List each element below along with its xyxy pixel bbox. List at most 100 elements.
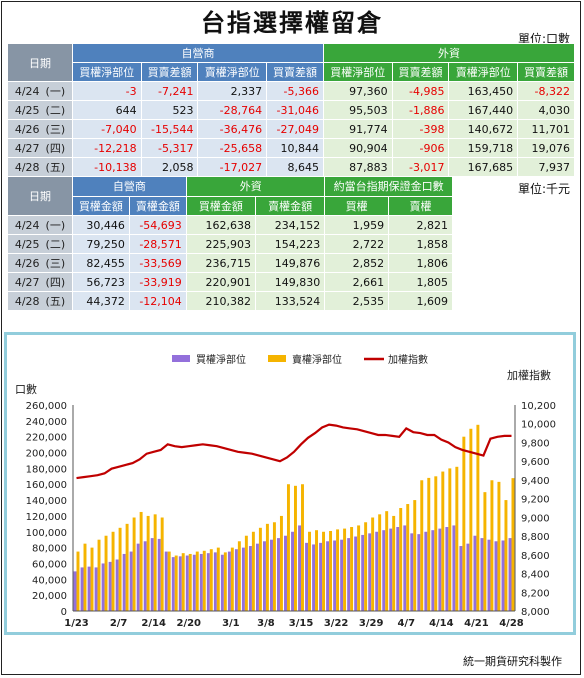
table-cell: -10,138 [72,157,142,177]
x-tick-label: 2/14 [141,618,166,629]
table-cell: 44,372 [72,291,130,311]
table-row: 4/28 (五) 44,372 -12,104 210,382 133,524 2,535 1… [7,291,453,311]
table-cell: -5,317 [140,138,199,158]
call-position-bar [213,552,217,611]
put-position-bar [392,515,396,611]
put-position-bar [476,424,480,611]
left-tick-label: 220,000 [26,433,67,444]
call-position-bar [101,563,105,611]
table-cell: 91,774 [322,119,393,139]
put-position-bar [244,535,248,611]
table-cell: 11,701 [517,119,575,139]
left-axis-title: 口數 [15,383,37,396]
table-cell: 523 [140,100,199,120]
weekday-text: (五) [45,295,66,308]
column-header: 買權金額 [185,195,257,216]
weekday-text: (四) [45,142,66,155]
call-position-bar [501,540,505,611]
table-cell: 167,685 [448,157,519,177]
put-position-bar [83,543,87,611]
call-position-bar [143,541,147,611]
put-position-bar [209,549,213,611]
weekday-text: (一) [45,85,66,98]
foreign-label: 外資 [239,180,262,194]
table-row: 4/26 (三) -7,040 -15,544 -36,476 -27,049 91,774… [7,119,575,139]
put-position-bar [181,553,185,611]
right-tick-label: 10,000 [521,420,556,431]
call-position-bar [199,553,203,611]
put-position-bar [111,531,115,611]
unit-label-contracts: 單位:口數 [518,32,571,46]
put-position-bar [308,531,311,611]
positions-chart: 買權淨部位 賣權淨部位 加權指數口數加權指數020,00040,00060,0008… [15,353,556,629]
call-position-bar [241,547,245,611]
call-position-bar [87,566,91,611]
put-position-bar [329,530,333,611]
call-position-bar [403,525,407,611]
put-position-bar [160,517,164,611]
date-text: 4/26 [14,123,40,136]
table-cell: -28,764 [197,100,268,120]
table-cell: 79,250 [72,234,130,254]
column-header: 買權金額 [72,195,130,216]
column-header: 買權淨部位 [72,62,142,82]
call-position-bar [262,541,266,611]
left-tick-label: 240,000 [26,417,67,428]
date-text: 4/28 [14,295,40,308]
table-cell: 154,223 [255,234,326,254]
table-row: 4/28 (五) -10,138 2,058 -17,027 8,645 87,883 -3,… [7,157,575,177]
call-position-bar [473,535,477,611]
put-position-bar [469,428,473,611]
put-position-bar [294,485,297,611]
table-row: 4/24 (一) 30,446 -54,693 162,638 234,152 1,959 2… [7,215,453,235]
call-position-bar [410,533,414,611]
call-position-bar [220,554,224,611]
call-position-bar [284,535,287,611]
call-position-bar [424,531,428,611]
table-row: 4/27 (四) 56,723 -33,919 220,901 149,830 2,661 1… [7,272,453,292]
table-cell: 149,876 [255,253,326,273]
table-cell: 2,821 [388,215,453,235]
table-cell: -28,571 [128,234,187,254]
footer-credit: 統一期貨研究科製作 [463,655,562,668]
row-date: 4/27 (四) [7,272,73,292]
put-position-bar [378,514,382,611]
table-cell: -7,040 [72,119,142,139]
call-position-bar [417,534,421,611]
put-position-bar [188,553,192,611]
date-text: 4/24 [14,85,40,98]
table-cell: 133,524 [255,291,326,311]
table-cell: 56,723 [72,272,130,292]
date-header: 日期 [7,43,73,82]
table-cell: 210,382 [185,291,257,311]
table-cell: 2,535 [324,291,390,311]
put-position-bar [455,466,459,611]
table-cell: 162,638 [185,215,257,235]
put-position-bar [195,551,199,611]
left-tick-label: 140,000 [26,496,67,507]
call-position-bar [227,551,231,611]
call-position-bar [312,544,316,611]
index-line [76,423,512,480]
call-position-bar [340,539,344,611]
table-cell: 8,645 [266,157,324,177]
amount-table: 日期 自營商 外資 約當台指期保證金口數 買權金額 賣權金額 買權金額 賣權金額 買權賣… [7,176,453,311]
x-tick-label: 4/21 [464,618,489,629]
dealer-group-header: 自營商 [72,176,187,197]
call-position-bar [255,543,259,611]
table-cell: 7,937 [517,157,575,177]
put-position-bar [511,478,515,611]
table-cell: 149,830 [255,272,326,292]
table-row: 4/27 (四) -12,218 -5,317 -25,658 10,844 90,904-… [7,138,575,158]
call-position-bar [347,538,351,611]
put-position-bar [76,551,80,611]
put-position-bar [104,535,108,611]
table-cell: 644 [72,100,142,120]
put-position-bar [216,547,220,611]
put-position-bar [441,471,445,611]
x-tick-label: 2/20 [176,618,201,629]
weekday-text: (三) [45,257,66,270]
put-position-bar [258,527,262,611]
right-tick-label: 9,200 [521,495,550,506]
